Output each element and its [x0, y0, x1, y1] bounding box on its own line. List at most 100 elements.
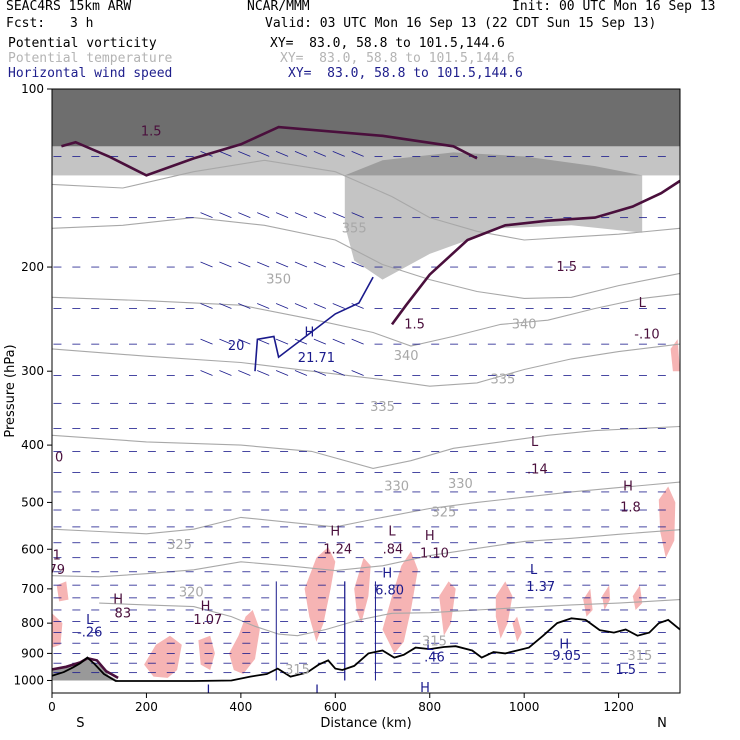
wind-vector-330 [294, 370, 308, 376]
field-label-1: 355 [342, 221, 367, 236]
field-label-30: 79 [48, 563, 65, 578]
wind-vector-280 [257, 370, 270, 376]
field-label-41: -.26 [77, 626, 102, 641]
wind-vector-225 [219, 151, 232, 157]
theta-contour-325 [52, 481, 680, 535]
cloud-region-9 [495, 581, 513, 639]
field-label-57: 1.5 [615, 663, 636, 678]
wind-vector-205 [200, 370, 213, 376]
field-label-26: H [425, 529, 435, 544]
field-label-32: 1.37 [526, 580, 555, 595]
cloud-region-1 [56, 581, 69, 602]
theta-contour-315 [99, 599, 680, 637]
x-axis-title: Distance (km) [320, 716, 411, 731]
field-label-42: H [559, 638, 569, 653]
field-label-22: H [330, 525, 340, 540]
cloud-region-7 [382, 551, 418, 654]
wind-vector-301 [275, 212, 289, 219]
wind-vector-255 [238, 370, 251, 376]
field-label-59: .64 [94, 726, 115, 740]
field-label-31: L [530, 563, 538, 578]
x-tick-label: 0 [48, 700, 56, 714]
field-label-47: 315 [627, 649, 652, 664]
wind-vector-325 [294, 151, 308, 157]
wind-vector-251 [238, 212, 251, 219]
wind-vector-250 [238, 151, 251, 157]
y-tick-label: 700 [21, 582, 44, 596]
wind-vector-327 [294, 261, 308, 268]
theta-contour-330 [52, 425, 680, 469]
field-label-24: L [388, 525, 396, 540]
wind-vector-379 [332, 338, 345, 345]
x-tick-label: 200 [135, 700, 158, 714]
wind-vector-329 [294, 338, 308, 345]
field-xy-wind: XY= 83.0, 58.8 to 101.5,144.6 [288, 66, 523, 81]
wind-vector-376 [332, 212, 345, 219]
y-axis-title: Pressure (hPa) [3, 344, 18, 437]
x-tick-label: 1200 [603, 700, 634, 714]
cloud-region-5 [304, 547, 336, 642]
wind-vector-302 [275, 261, 289, 268]
field-label-61: 10.07 [222, 735, 259, 740]
theta-contour-335 [52, 343, 680, 387]
pv-shade-lower [52, 658, 119, 681]
field-label-45: .46 [424, 651, 445, 666]
wind-vector-377 [332, 261, 345, 268]
wind-vector-326 [294, 212, 308, 219]
init-time: Init: 00 UTC Mon 16 Sep 13 [512, 0, 716, 14]
field-label-33: H [382, 567, 392, 582]
wind-vector-277 [257, 261, 270, 268]
y-tick-label: 1000 [13, 673, 44, 687]
y-tick-label: 400 [21, 438, 44, 452]
wind-vector-403 [351, 303, 364, 309]
field-label-60: H [241, 726, 251, 740]
fcst-label: Fcst: [6, 16, 46, 31]
field-label-9: 340 [394, 349, 419, 364]
field-label-14: 0 [55, 451, 63, 466]
wind-vector-305 [275, 370, 289, 376]
fcst-value: 3 h [70, 16, 94, 31]
field-label-38: H [201, 600, 211, 615]
cloud-region-13 [632, 585, 643, 610]
field-label-34: 6.80 [375, 584, 404, 599]
wind-vector-226 [219, 212, 232, 219]
x-tick-label: 1000 [509, 700, 540, 714]
field-label-11: -.10 [634, 327, 659, 342]
cloud-region-6 [354, 557, 371, 624]
cloud-region-15 [670, 339, 680, 372]
field-label-21: 325 [431, 505, 456, 520]
cloud-region-8 [439, 581, 456, 636]
field-label-3: 1.5 [556, 260, 577, 275]
wind-vector-304 [275, 338, 289, 345]
field-label-15: 330 [384, 480, 409, 495]
wind-vector-303 [275, 303, 289, 309]
wind-vector-228 [219, 303, 232, 309]
field-label-39: 1.07 [193, 613, 222, 628]
field-label-44: L [426, 639, 434, 654]
y-tick-label: 800 [21, 616, 44, 630]
wind-vector-202 [200, 261, 213, 268]
cloud-region-11 [583, 588, 593, 617]
wind-vector-300 [275, 151, 289, 157]
cloud-region-0 [52, 613, 63, 648]
theta-contour-350 [52, 217, 680, 299]
wind-vector-275 [257, 151, 270, 157]
wind-vector-402 [351, 261, 364, 268]
field-label-48: 315 [285, 663, 310, 678]
model-title: SEAC4RS 15km ARW [6, 0, 132, 14]
wind-vectors [53, 151, 666, 681]
theta-contour-340 [52, 293, 680, 347]
field-label-29: 1 [53, 549, 61, 564]
terrain-line [52, 617, 680, 682]
field-label-28: 325 [167, 538, 192, 553]
field-label-13: 335 [491, 373, 516, 388]
field-label-23: 1.24 [323, 542, 352, 557]
field-label-43: 9.05 [552, 649, 581, 664]
field-label-6: 21.71 [298, 351, 335, 366]
theta-contour-355 [52, 159, 680, 241]
wind-vector-405 [351, 370, 364, 376]
wind-vector-375 [332, 151, 345, 157]
field-label-58: H [97, 717, 107, 732]
field-label-10: L [639, 296, 647, 311]
wind-vector-352 [313, 261, 327, 268]
